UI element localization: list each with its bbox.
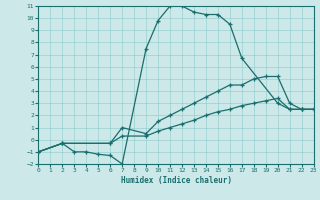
X-axis label: Humidex (Indice chaleur): Humidex (Indice chaleur): [121, 176, 231, 185]
